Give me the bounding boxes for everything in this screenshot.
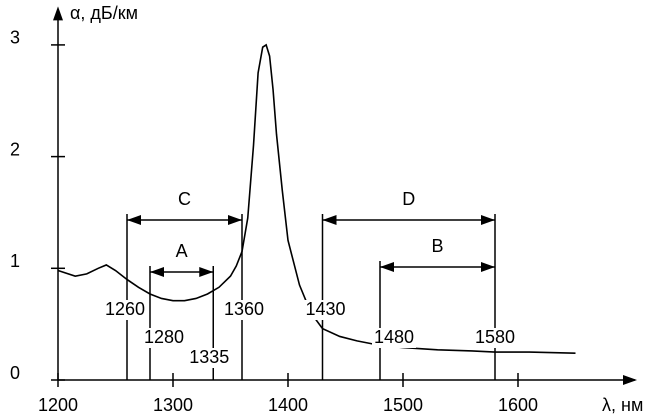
band-label: C <box>178 189 191 209</box>
marker-label-bg <box>303 300 348 320</box>
x-tick-label: 1400 <box>268 395 308 415</box>
y-tick-label: 0 <box>10 363 20 383</box>
marker-label: 1360 <box>224 299 264 319</box>
x-axis-arrow <box>623 375 637 385</box>
marker-label-bg <box>142 328 186 348</box>
arrow-head <box>481 215 495 225</box>
y-tick-label: 2 <box>10 139 20 159</box>
x-axis-label: λ, нм <box>602 395 643 415</box>
marker-label: 1280 <box>144 327 184 347</box>
y-tick-label: 1 <box>10 251 20 271</box>
arrow-head <box>199 267 214 277</box>
marker-label: 1580 <box>475 327 515 347</box>
marker-label-bg <box>372 328 416 348</box>
x-tick-label: 1300 <box>153 395 193 415</box>
arrow-head <box>322 215 337 225</box>
marker-label: 1480 <box>374 327 414 347</box>
x-tick-label: 1200 <box>38 395 78 415</box>
band-label: D <box>402 189 415 209</box>
arrow-head <box>380 262 394 272</box>
band-label: A <box>176 241 188 261</box>
marker-label-bg <box>222 300 266 320</box>
x-tick-label: 1600 <box>498 395 538 415</box>
curve <box>57 43 576 354</box>
marker-label: 1430 <box>305 299 345 319</box>
marker-label-bg <box>187 348 232 368</box>
arrow-head <box>127 215 141 225</box>
y-axis-arrow <box>53 6 63 21</box>
arrow-head <box>228 215 242 225</box>
marker-label: 1260 <box>105 299 145 319</box>
band-label: B <box>431 236 443 256</box>
marker-label: 1335 <box>189 347 229 367</box>
y-tick-label: 3 <box>10 28 20 48</box>
marker-label-bg <box>473 328 517 348</box>
arrow-head <box>481 262 495 272</box>
x-tick-label: 1500 <box>383 395 423 415</box>
y-axis-label: α, дБ/км <box>70 3 138 23</box>
marker-label-bg <box>103 300 147 320</box>
arrow-head <box>150 267 164 277</box>
